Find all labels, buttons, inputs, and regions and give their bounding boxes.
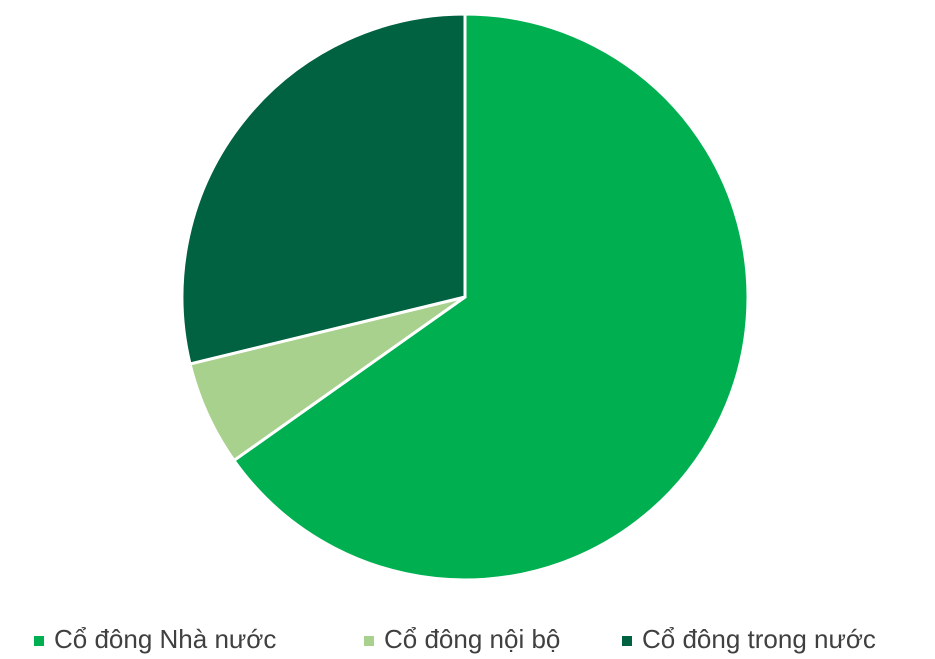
legend-swatch <box>364 636 374 646</box>
pie-slice <box>231 12 750 582</box>
pie-slice <box>180 12 467 366</box>
legend-swatch <box>622 636 632 646</box>
legend-label: Cổ đông trong nước <box>642 624 876 654</box>
legend-swatch <box>34 636 44 646</box>
legend-label: Cổ đông nội bộ <box>384 624 560 654</box>
legend-label: Cổ đông Nhà nước <box>54 624 276 654</box>
